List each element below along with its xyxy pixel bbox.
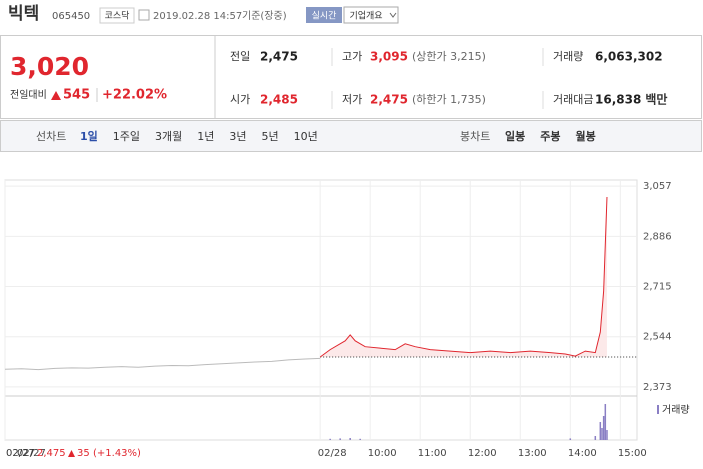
x-tick-label: 12:00 (468, 448, 497, 459)
y-tick-label: 2,373 (643, 382, 672, 393)
stat-label: 고가 (342, 50, 362, 63)
volume-legend-swatch (657, 405, 659, 414)
stock-code: 065450 (52, 11, 90, 22)
up-arrow (51, 91, 61, 100)
volume-bar (594, 436, 597, 440)
y-tick-label: 2,886 (643, 231, 672, 242)
area (320, 197, 607, 357)
volume-bar (601, 428, 603, 440)
current-price: 3,020 (10, 52, 89, 81)
volume-bar (602, 416, 605, 440)
company-button[interactable] (343, 6, 399, 24)
candle-tab[interactable]: 주봉 (540, 130, 560, 143)
price-line (319, 197, 608, 358)
dropdown-arrow (389, 12, 397, 18)
period-tab[interactable]: 3년 (229, 130, 246, 143)
footer: 02/27 2,475 35 (+1.43%) (6, 448, 141, 459)
change-label: 전일대비 (10, 89, 47, 101)
realtime-button[interactable] (306, 7, 342, 23)
footer-close: 2,475 (37, 448, 66, 459)
calendar-icon (138, 9, 150, 21)
x-tick-label: 15:00 (618, 448, 647, 459)
x-tick-label: 11:00 (418, 448, 447, 459)
y-tick-label: 3,057 (643, 181, 672, 192)
y-tick-label: 2,715 (643, 282, 672, 293)
stat-value: 6,063,302 (595, 50, 663, 64)
volume-bar (329, 438, 331, 440)
status: 기준(장중) (242, 10, 287, 22)
stat-note: (상한가 3,215) (412, 50, 486, 63)
change-rate: +22.02% (102, 88, 167, 103)
stock-name: 빅텍 (8, 4, 39, 24)
period-tab[interactable]: 10년 (294, 130, 318, 143)
tab-label: 선차트 (36, 130, 66, 143)
period-tab[interactable]: 5년 (262, 130, 279, 143)
volume-bar (339, 438, 341, 440)
change: 545 (63, 88, 90, 103)
datetime: 2019.02.28 14:57 (153, 11, 242, 22)
company[interactable]: 기업개요 (349, 11, 382, 22)
period-tab[interactable]: 1년 (197, 130, 214, 143)
stat-label: 시가 (230, 93, 250, 106)
market: 코스닥 (105, 11, 130, 22)
period-tab[interactable]: 1일 (80, 129, 98, 143)
tab-label: 봉차트 (460, 130, 490, 143)
footer-date: 02/27 (6, 448, 35, 459)
chart: 3,057 2,886 2,715 2,544 2,373 02/27 02/28 10:00… (4, 180, 690, 459)
market-badge (99, 7, 135, 24)
tabs: 선차트 1일 1주일 3개월 1년 3년 5년 10년 봉차트 일봉 주봉 월봉 (36, 129, 596, 143)
y-tick-label: 2,544 (643, 332, 672, 343)
stat-label: 전일 (230, 49, 250, 63)
footer-change: 35 (77, 448, 90, 459)
candle-tab[interactable]: 일봉 (505, 129, 525, 143)
chart-frame (4, 179, 638, 441)
stat-value: 2,475 (260, 50, 298, 64)
stat-unit: 백만 (645, 92, 667, 107)
volume-bar (604, 404, 607, 440)
candle-tab[interactable]: 월봉 (576, 129, 596, 143)
stat-value: 2,475 (370, 93, 408, 107)
stat-value: 3,095 (370, 50, 408, 64)
stat-value: 2,485 (260, 93, 298, 107)
footer-rate: (+1.43%) (93, 448, 141, 459)
price-line (4, 357, 321, 371)
volume-bar (569, 438, 572, 440)
x-tick-label: 10:00 (368, 448, 397, 459)
x-tick-label: 14:00 (568, 448, 597, 459)
realtime[interactable]: 실시간 (312, 11, 337, 22)
period-tab[interactable]: 3개월 (155, 130, 182, 143)
volume-bar (599, 422, 602, 440)
x-tick-label: 13:00 (518, 448, 547, 459)
stat-label: 저가 (342, 93, 362, 106)
x-tick-label: 02/28 (318, 448, 347, 459)
stat-label: 거래대금 (553, 93, 593, 106)
stats: 전일 2,475 고가 3,095 (상한가 3,215) 거래량 6,063,302 시가 2… (230, 48, 667, 109)
up-arrow (68, 450, 75, 457)
volume-bar (359, 438, 361, 440)
volume-bar (349, 438, 351, 440)
x-tick-label: 02/27 (17, 448, 46, 459)
volume-bar (606, 430, 608, 440)
price-panel (0, 35, 702, 119)
period-tab[interactable]: 1주일 (113, 129, 140, 143)
volume-legend: 거래량 (662, 404, 690, 416)
stat-value: 16,838 (595, 93, 641, 107)
tab-bar (0, 120, 702, 152)
stat-note: (하한가 1,735) (412, 92, 486, 106)
stat-label: 거래량 (553, 50, 583, 63)
